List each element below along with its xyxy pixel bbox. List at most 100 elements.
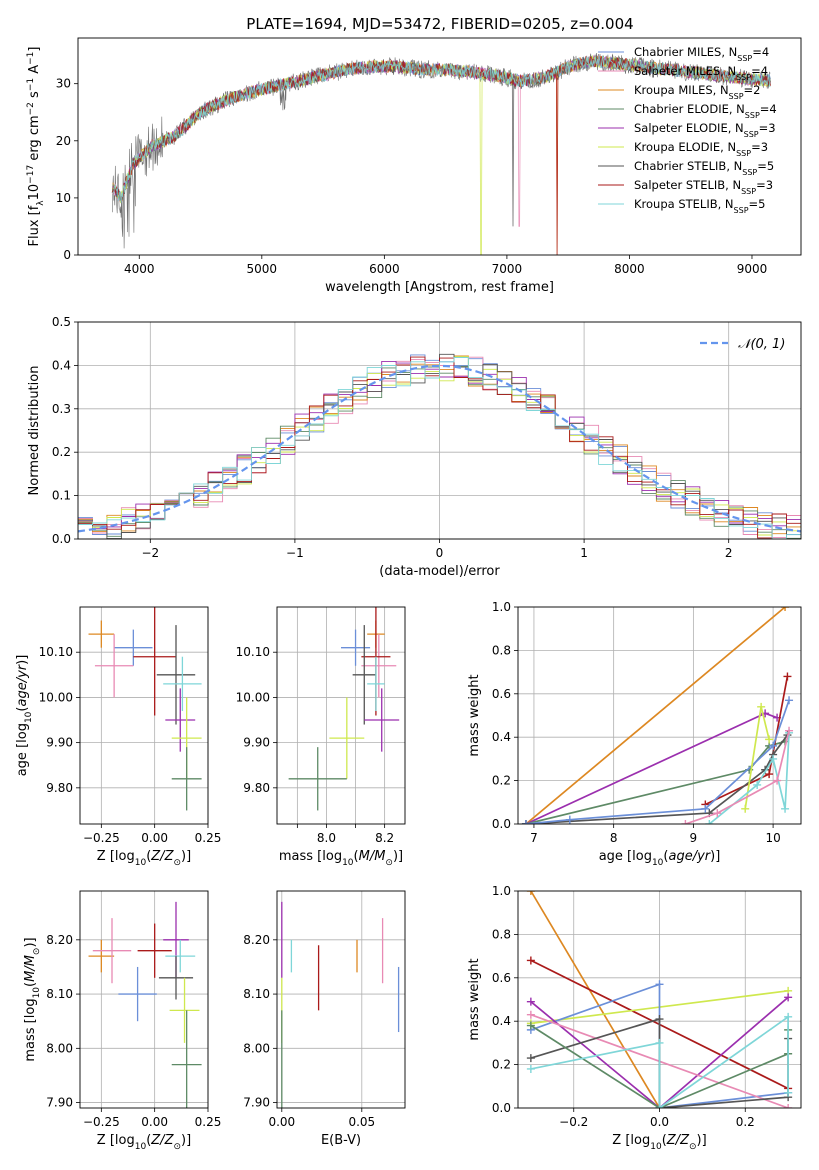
y-tick-label: 8.00 [243, 1041, 270, 1055]
weight-lines [521, 607, 794, 824]
ticks: 0.00 0.05 7.90 8.00 8.10 8.20 [243, 933, 375, 1129]
marker-kroupa-stelib [655, 1038, 664, 1047]
marker-chabrier-miles [701, 804, 710, 813]
axes-frame [77, 321, 802, 540]
errorbar-salpeter-miles [361, 634, 397, 698]
x-tick-label: 0.25 [195, 1115, 222, 1129]
x-axis-label: mass [log10(M/M⊙)] [279, 849, 403, 868]
x-tick-label: 0.05 [348, 1115, 375, 1129]
y-tick-label: 0.8 [492, 643, 511, 657]
y-tick-label: 30 [56, 77, 71, 91]
legend-label-salpeter-miles: Salpeter MILES, NSSP=4 [634, 64, 768, 82]
y-tick-label: 0.4 [492, 730, 511, 744]
x-tick-label: −0.25 [83, 831, 120, 845]
residuals-panel: −2 −1 0 1 2 0.0 0.1 0.2 0.3 0.4 0.5 𝒩(0, 1) (data-mo… [27, 315, 802, 579]
errorbars [88, 901, 202, 1108]
weight-vs-age-panel: 7 8 9 10 0.0 0.2 0.4 0.6 0.8 1.0 age [log10(age/yr… [467, 600, 802, 868]
y-tick-label: 7.90 [46, 1096, 73, 1110]
y-tick-label: 10 [56, 191, 71, 205]
weight-vs-metallicity-panel: −0.2 0.0 0.2 0.0 0.2 0.4 0.6 0.8 1.0 Z [log10(Z/Z… [467, 884, 802, 1152]
y-axis-label: mass weight [467, 958, 482, 1040]
x-tick-label: −2 [141, 546, 159, 560]
figure-title: PLATE=1694, MJD=53472, FIBERID=0205, z=0… [246, 15, 633, 33]
errorbar-chabrier-stelib [156, 625, 196, 725]
y-tick-label: 0.0 [492, 817, 511, 831]
y-axis-label: Flux [fλ10−17 erg cm−2 s−1 A−1] [26, 47, 46, 247]
grid [80, 607, 209, 824]
axes-frame [79, 890, 209, 1109]
line-kroupa-stelib [530, 1015, 789, 1108]
marker-chabrier-miles [655, 980, 664, 989]
x-tick-label: 6000 [369, 262, 400, 276]
marker-kroupa-stelib [753, 780, 762, 789]
errorbar-kroupa-miles [88, 939, 115, 973]
histograms [78, 353, 801, 539]
x-axis-label: Z [log10(Z/Z⊙)] [97, 1133, 191, 1152]
legend-label-chabrier-stelib: Chabrier STELIB, NSSP=5 [634, 159, 774, 177]
x-tick-label: 8 [610, 831, 618, 845]
errorbar-kroupa-stelib [165, 939, 196, 973]
axes-frame [517, 606, 802, 825]
errorbar-salpeter-elodie [364, 688, 400, 752]
x-tick-label: 0.0 [650, 1115, 669, 1129]
x-tick-label: −0.2 [559, 1115, 588, 1129]
marker-salpeter-stelib [765, 770, 774, 779]
y-tick-label: 0.3 [52, 402, 71, 416]
y-tick-label: 0.0 [492, 1101, 511, 1115]
errorbar-kroupa-elodie [329, 697, 365, 779]
errorbar-salpeter-stelib [133, 607, 176, 716]
errorbars [88, 607, 202, 811]
x-tick-label: 9 [690, 831, 698, 845]
marker-kroupa-stelib [784, 1088, 793, 1097]
x-tick-label: 0 [436, 546, 444, 560]
errorbar-chabrier-miles [341, 629, 371, 666]
errorbar-chabrier-miles [118, 966, 157, 1022]
marker-salpeter-stelib [526, 956, 535, 965]
axes-frame [276, 890, 406, 1109]
errorbar-chabrier-elodie [288, 747, 347, 811]
y-axis-label: Normed distribution [27, 366, 42, 496]
y-tick-label: 9.80 [46, 781, 73, 795]
y-tick-label: 10.10 [236, 645, 270, 659]
y-tick-label: 0.8 [492, 927, 511, 941]
marker-kroupa-stelib [784, 1012, 793, 1021]
x-tick-label: 1 [580, 546, 588, 560]
y-axis-label: mass weight [467, 674, 482, 756]
marker-kroupa-stelib [655, 1104, 664, 1108]
x-tick-label: 7000 [492, 262, 523, 276]
errorbar-chabrier-elodie [171, 1010, 202, 1108]
errorbar-salpeter-miles [94, 634, 134, 698]
legend-label-chabrier-miles: Chabrier MILES, NSSP=4 [634, 45, 769, 63]
x-axis-label: wavelength [Angstrom, rest frame] [325, 280, 554, 295]
marker-kroupa-miles [781, 607, 790, 611]
x-axis-label: Z [log10(Z/Z⊙)] [97, 849, 191, 868]
x-tick-label: 0.25 [195, 831, 222, 845]
x-tick-label: 0.00 [268, 1115, 295, 1129]
marker-chabrier-stelib [526, 1054, 535, 1063]
marker-kroupa-stelib [526, 1064, 535, 1073]
y-tick-label: 0 [63, 248, 71, 262]
errorbar-kroupa-elodie [169, 977, 200, 1043]
marker-kroupa-stelib [705, 820, 714, 824]
errorbar-salpeter-elodie [165, 688, 196, 752]
x-tick-label: 2 [725, 546, 733, 560]
y-tick-label: 9.80 [243, 781, 270, 795]
ticks: −0.2 0.0 0.2 0.0 0.2 0.4 0.6 0.8 1.0 [492, 884, 755, 1129]
x-axis-label: (data-model)/error [379, 564, 500, 579]
axes-frame [276, 606, 406, 825]
errorbar-chabrier-stelib [158, 956, 194, 1000]
axes-frame [77, 37, 802, 256]
marker-salpeter-miles [784, 1104, 793, 1108]
marker-chabrier-miles [769, 741, 778, 750]
errorbar-chabrier-miles [114, 629, 153, 666]
y-tick-label: 0.4 [52, 358, 71, 372]
x-tick-label: 7 [530, 831, 538, 845]
x-tick-label: 8000 [614, 262, 645, 276]
age-vs-mass-panel: 8.0 8.2 9.80 9.90 10.00 10.10 mass [log10(M/M⊙… [236, 606, 406, 868]
y-tick-label: 0.6 [492, 971, 511, 985]
errorbar-kroupa-stelib [163, 656, 202, 711]
marker-salpeter-miles [526, 1010, 535, 1019]
weight-lines [526, 891, 793, 1108]
axes-frame [517, 890, 802, 1109]
